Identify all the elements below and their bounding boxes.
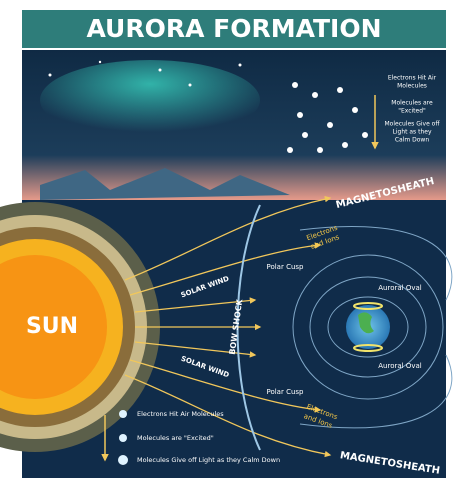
infographic: AURORA FORMATION Electrons Hit Air Molec… bbox=[0, 0, 464, 484]
aurora bbox=[40, 60, 260, 140]
legend-text: Molecules are "Excited" bbox=[137, 434, 214, 442]
sky-legend: Molecules are bbox=[391, 100, 433, 107]
sky-legend: "Excited" bbox=[398, 108, 426, 115]
sky-legend: Calm Down bbox=[395, 137, 429, 144]
sky-legend: Electrons Hit Air bbox=[388, 75, 437, 82]
legend-text: Electrons Hit Air Molecules bbox=[137, 410, 224, 418]
legend-text: Molecules Give off Light as they Calm Do… bbox=[137, 456, 280, 464]
sky-legend: Molecules bbox=[397, 83, 427, 90]
sun-label: SUN bbox=[26, 314, 78, 339]
auroral-oval-label: Auroral Oval bbox=[378, 284, 422, 292]
polar-cusp-label: Polar Cusp bbox=[266, 388, 304, 396]
auroral-oval-label: Auroral Oval bbox=[378, 362, 422, 370]
polar-cusp-label: Polar Cusp bbox=[266, 263, 304, 271]
title: AURORA FORMATION bbox=[86, 14, 381, 43]
sky-legend: Light as they bbox=[393, 129, 432, 136]
sky-legend: Molecules Give off bbox=[385, 121, 441, 128]
